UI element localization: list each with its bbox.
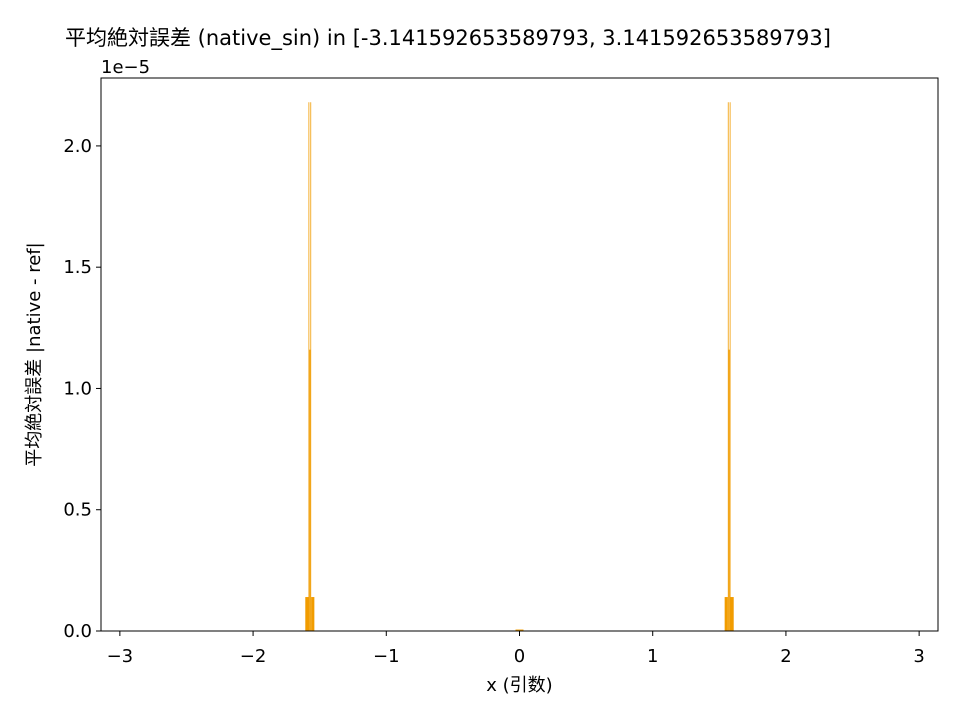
x-tick-label: 3 xyxy=(913,646,924,667)
chart-title: 平均絶対誤差 (native_sin) in [-3.1415926535897… xyxy=(65,26,831,51)
y-tick-label: 0.0 xyxy=(63,621,92,642)
y-tick-label: 0.5 xyxy=(63,500,92,521)
x-axis-ticks: −3 −2 −1 0 1 2 3 xyxy=(107,631,925,667)
y-tick-label: 2.0 xyxy=(63,136,92,157)
y-axis-offset-label: 1e−5 xyxy=(101,57,150,78)
x-tick-label: −2 xyxy=(240,646,267,667)
bar xyxy=(311,597,315,631)
bar xyxy=(305,597,309,631)
x-tick-label: 0 xyxy=(514,646,525,667)
bar xyxy=(308,102,310,631)
bars-group xyxy=(305,102,734,631)
bar xyxy=(729,102,731,631)
x-axis-label: x (引数) xyxy=(486,675,552,696)
bar xyxy=(724,597,728,631)
bar xyxy=(310,102,312,631)
x-tick-label: −1 xyxy=(373,646,400,667)
bar xyxy=(309,349,311,631)
y-tick-label: 1.0 xyxy=(63,378,92,399)
bar xyxy=(728,349,730,631)
bar xyxy=(727,102,729,631)
y-tick-label: 1.5 xyxy=(63,257,92,278)
x-tick-label: −3 xyxy=(107,646,134,667)
bar xyxy=(730,597,734,631)
bar xyxy=(515,629,524,631)
x-tick-label: 2 xyxy=(780,646,791,667)
y-axis-ticks: 0.0 0.5 1.0 1.5 2.0 xyxy=(63,136,101,642)
x-tick-label: 1 xyxy=(647,646,658,667)
y-axis-label: 平均絶対誤差 |native - ref| xyxy=(24,242,45,466)
